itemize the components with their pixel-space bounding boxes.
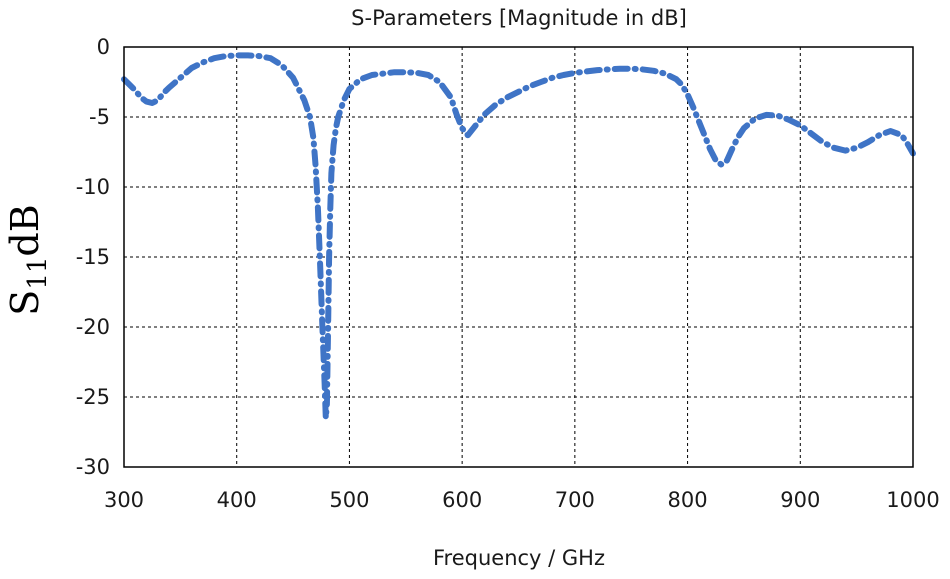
y-axis-label-main: S: [3, 290, 47, 316]
y-tick-label: -15: [76, 245, 110, 269]
y-tick-label: -25: [76, 385, 110, 409]
y-axis-label-suffix: dB: [3, 204, 47, 256]
series-line: [121, 52, 916, 421]
plot-frame: [123, 46, 914, 468]
y-tick-label: -30: [76, 455, 110, 479]
y-tick-label: 0: [97, 35, 110, 59]
x-tick-label: 300: [104, 488, 144, 512]
x-tick-label: 800: [668, 488, 708, 512]
chart-title: S-Parameters [Magnitude in dB]: [351, 6, 687, 30]
y-tick-label: -5: [89, 105, 110, 129]
x-tick-label: 600: [442, 488, 482, 512]
grid-lines: [124, 47, 913, 467]
y-axis-label: S11dB: [3, 204, 53, 315]
x-tick-labels: 300 400 500 600 700 800 900 1000: [104, 488, 940, 512]
x-tick-label: 400: [217, 488, 257, 512]
y-tick-label: -20: [76, 315, 110, 339]
x-tick-label: 700: [555, 488, 595, 512]
y-tick-label: -10: [76, 175, 110, 199]
x-axis-label: Frequency / GHz: [433, 546, 605, 570]
y-axis-label-subscript: 11: [23, 257, 53, 290]
y-tick-labels: 0 -5 -10 -15 -20 -25 -30: [76, 35, 110, 479]
x-tick-label: 1000: [886, 488, 939, 512]
x-tick-label: 500: [329, 488, 369, 512]
x-tick-label: 900: [780, 488, 820, 512]
series-layer: [121, 52, 916, 421]
